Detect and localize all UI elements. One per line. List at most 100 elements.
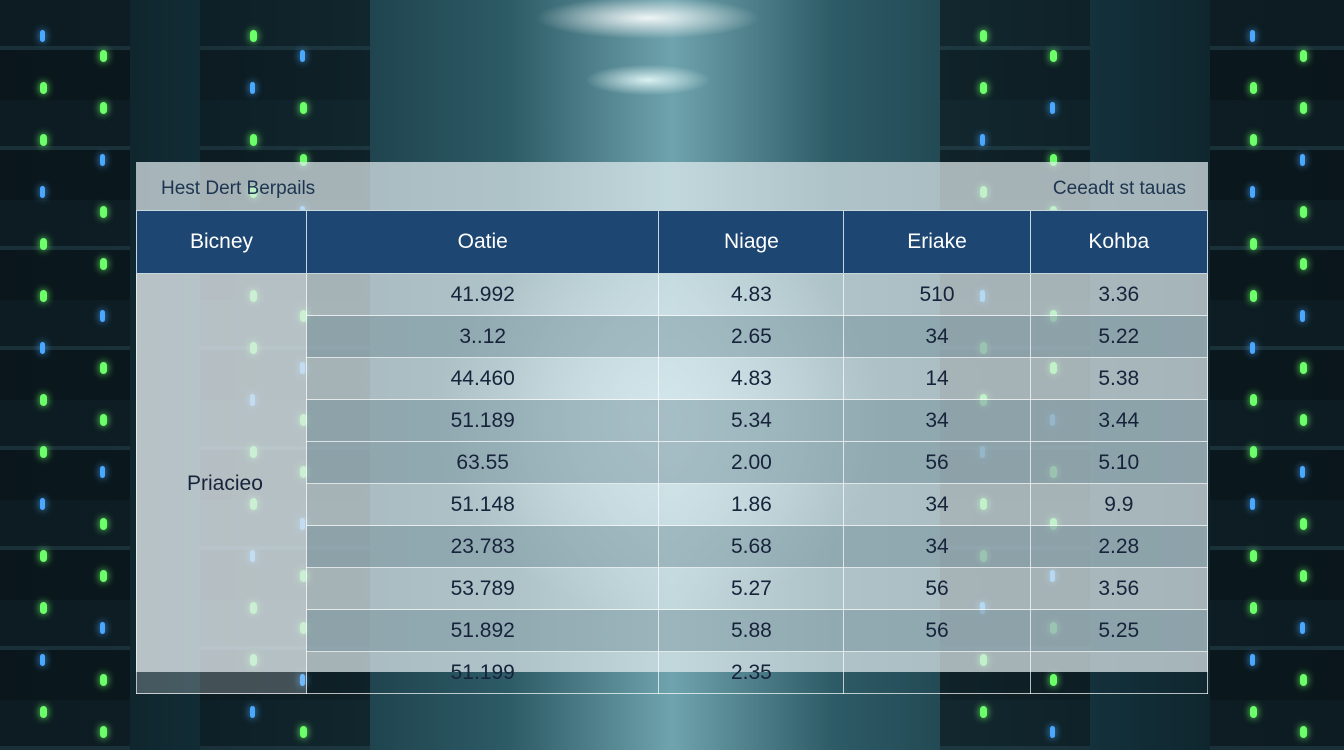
status-light xyxy=(1050,726,1055,738)
status-light xyxy=(300,102,307,114)
table-cell: 5.10 xyxy=(1029,441,1209,484)
status-light xyxy=(980,82,987,94)
table-cell: 41.992 xyxy=(306,273,660,316)
status-light xyxy=(980,30,987,42)
status-light xyxy=(1300,726,1307,738)
status-light xyxy=(1300,570,1307,582)
table-cell: 5.38 xyxy=(1029,357,1209,400)
status-light xyxy=(100,154,105,166)
status-light xyxy=(1250,394,1257,406)
status-light xyxy=(100,726,107,738)
status-light xyxy=(100,50,107,62)
table-cell: 51.892 xyxy=(306,609,660,652)
table-cell: 34 xyxy=(843,315,1031,358)
status-light xyxy=(250,134,257,146)
table-cell: 44.460 xyxy=(306,357,660,400)
status-light xyxy=(100,466,105,478)
table-row: 63.55 2.00 56 5.10 xyxy=(137,441,1209,484)
column-header: Bicney xyxy=(135,210,308,274)
status-light xyxy=(40,706,47,718)
table-cell: 51.189 xyxy=(306,399,660,442)
status-light xyxy=(100,674,107,686)
table-cell: 56 xyxy=(843,441,1031,484)
table-row: 51.199 2.35 xyxy=(137,651,1209,694)
status-light xyxy=(100,362,107,374)
data-table: Bicney Oatie Niage Eriake Kohba Priacieo 41.9… xyxy=(135,210,1209,694)
status-light xyxy=(1250,706,1257,718)
status-light xyxy=(100,518,107,530)
status-light xyxy=(300,726,307,738)
column-header: Kohba xyxy=(1029,210,1209,274)
table-cell: 63.55 xyxy=(306,441,660,484)
status-light xyxy=(1300,258,1307,270)
table-cell: 5.88 xyxy=(658,609,845,652)
status-light xyxy=(40,134,47,146)
table-row: 3..12 2.65 34 5.22 xyxy=(137,315,1209,358)
status-light xyxy=(100,102,107,114)
status-light xyxy=(100,414,107,426)
table-cell: 34 xyxy=(843,399,1031,442)
status-light xyxy=(100,570,107,582)
status-light xyxy=(40,186,45,198)
status-light xyxy=(1300,206,1307,218)
table-cell: 5.34 xyxy=(658,399,845,442)
table-cell: 1.86 xyxy=(658,483,845,526)
status-light xyxy=(1250,134,1257,146)
table-cell: 3.36 xyxy=(1029,273,1209,316)
status-light xyxy=(250,30,257,42)
table-cell: 34 xyxy=(843,483,1031,526)
status-light xyxy=(1300,362,1307,374)
table-cell: 510 xyxy=(843,273,1031,316)
column-header: Niage xyxy=(658,210,845,274)
column-header: Eriake xyxy=(843,210,1031,274)
status-light xyxy=(1300,414,1307,426)
status-light xyxy=(1300,518,1307,530)
status-light xyxy=(1250,446,1257,458)
table-row: 23.783 5.68 34 2.28 xyxy=(137,525,1209,568)
status-light xyxy=(250,706,255,718)
table-cell: 23.783 xyxy=(306,525,660,568)
table-cell: 51.148 xyxy=(306,483,660,526)
status-light xyxy=(300,154,307,166)
status-light xyxy=(1250,342,1255,354)
table-cell xyxy=(843,651,1031,694)
status-light xyxy=(1300,102,1307,114)
status-light xyxy=(1300,466,1305,478)
status-light xyxy=(40,498,45,510)
server-rack xyxy=(1210,0,1344,750)
table-cell: 4.83 xyxy=(658,273,845,316)
table-cell: 2.00 xyxy=(658,441,845,484)
status-light xyxy=(40,30,45,42)
status-light xyxy=(250,82,255,94)
table-cell xyxy=(1029,651,1209,694)
status-light xyxy=(1250,602,1257,614)
data-panel: Hest Dert Berpails Ceeadt st tauas Bicne… xyxy=(135,162,1209,694)
table-cell: 2.28 xyxy=(1029,525,1209,568)
table-cell: 5.27 xyxy=(658,567,845,610)
status-light xyxy=(40,342,45,354)
status-light xyxy=(40,394,47,406)
status-light xyxy=(1050,102,1055,114)
status-light xyxy=(100,622,105,634)
status-light xyxy=(100,310,105,322)
status-light xyxy=(1250,186,1255,198)
status-light xyxy=(1250,498,1255,510)
table-cell: 5.68 xyxy=(658,525,845,568)
table-cell: 14 xyxy=(843,357,1031,400)
table-cell: 9.9 xyxy=(1029,483,1209,526)
status-light xyxy=(100,258,107,270)
status-light xyxy=(1300,674,1307,686)
status-light xyxy=(40,550,47,562)
status-light xyxy=(40,290,47,302)
table-cell: 53.789 xyxy=(306,567,660,610)
table-subtitle: Ceeadt st tauas xyxy=(1052,178,1186,199)
status-light xyxy=(1300,622,1305,634)
table-cell: 3..12 xyxy=(306,315,660,358)
table-cell: 2.65 xyxy=(658,315,845,358)
table-title: Hest Dert Berpails xyxy=(161,178,316,199)
status-light xyxy=(1050,154,1057,166)
table-cell: 4.83 xyxy=(658,357,845,400)
status-light xyxy=(1250,30,1255,42)
status-light xyxy=(40,446,47,458)
